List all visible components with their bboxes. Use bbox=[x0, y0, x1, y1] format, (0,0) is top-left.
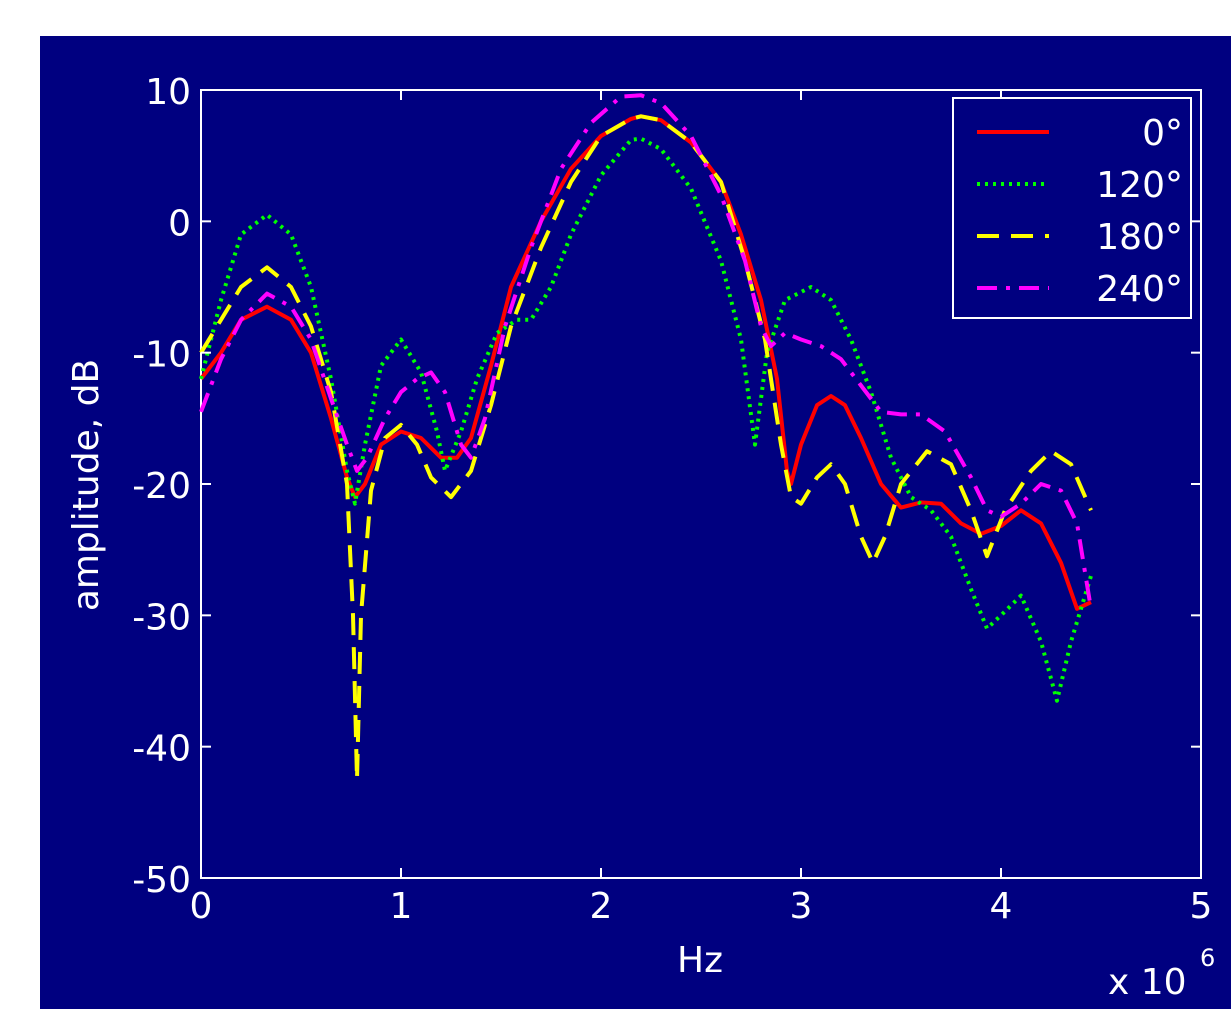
x-tick-label: 4 bbox=[990, 886, 1013, 927]
x-tick-label: 5 bbox=[1190, 886, 1213, 927]
series-line-2 bbox=[199, 136, 1093, 703]
y-axis: 10 0 -10 -20 -30 -40 -50 bbox=[132, 72, 1201, 901]
y-tick-label: -50 bbox=[132, 860, 191, 901]
x-multiplier-label: x 10 bbox=[1108, 962, 1187, 1003]
x-multiplier-exponent: 6 bbox=[1200, 944, 1215, 972]
x-tick-label: 1 bbox=[390, 886, 413, 927]
legend-label-3: 180° bbox=[1096, 217, 1183, 258]
legend: 0° 120° 180° 240° bbox=[952, 97, 1192, 319]
series-line-4 bbox=[199, 93, 1093, 610]
x-axis-label: Hz bbox=[677, 940, 723, 981]
y-tick-label: -40 bbox=[132, 729, 191, 770]
y-tick-label: -30 bbox=[132, 597, 191, 638]
legend-label-4: 240° bbox=[1096, 269, 1183, 310]
x-tick-label: 2 bbox=[590, 886, 613, 927]
series-line-3 bbox=[199, 114, 1093, 782]
y-tick-label: -10 bbox=[132, 335, 191, 376]
y-axis-label: amplitude, dB bbox=[66, 359, 107, 611]
legend-label-1: 0° bbox=[1142, 113, 1183, 154]
y-tick-label: 10 bbox=[145, 72, 191, 113]
x-axis: 0 1 2 3 4 5 bbox=[190, 90, 1213, 927]
legend-label-2: 120° bbox=[1096, 165, 1183, 206]
y-tick-label: 0 bbox=[168, 203, 191, 244]
y-tick-label: -20 bbox=[132, 466, 191, 507]
x-tick-label: 0 bbox=[190, 886, 213, 927]
x-tick-label: 3 bbox=[790, 886, 813, 927]
legend-box bbox=[952, 97, 1192, 319]
